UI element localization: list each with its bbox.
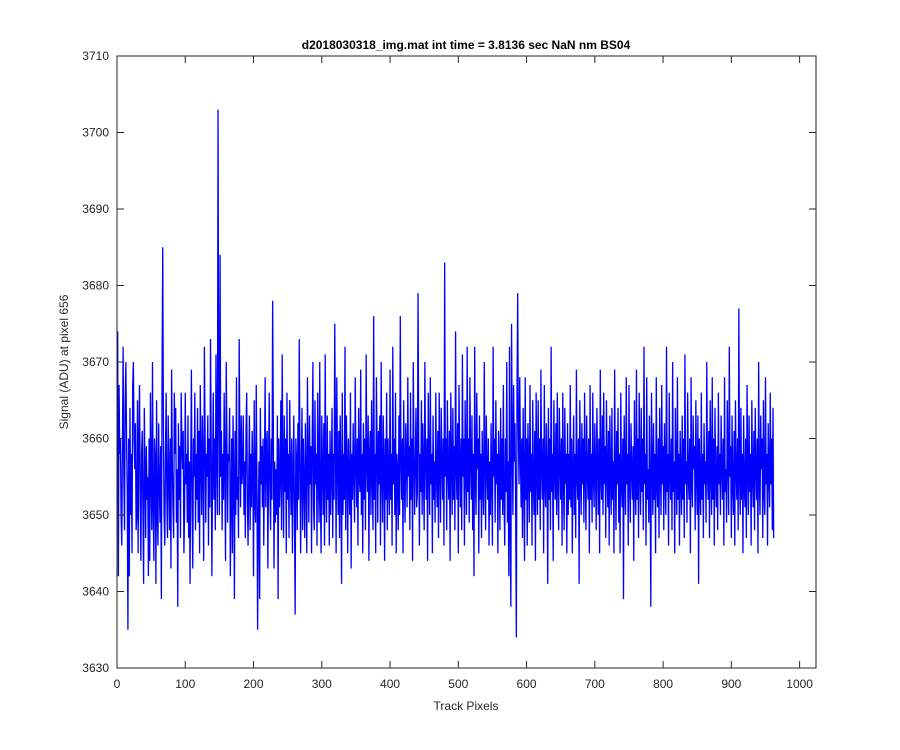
- x-axis-label: Track Pixels: [434, 699, 499, 713]
- x-tick-label: 0: [114, 677, 121, 691]
- axes-box: [116, 55, 817, 669]
- x-tick-label: 100: [175, 677, 195, 691]
- x-tick-label: 500: [448, 677, 468, 691]
- x-tick-label: 300: [312, 677, 332, 691]
- x-tick-label: 700: [585, 677, 605, 691]
- y-tick-label: 3690: [82, 202, 109, 216]
- y-tick-label: 3670: [82, 355, 109, 369]
- x-tick-label: 600: [517, 677, 537, 691]
- x-tick-label: 1000: [786, 677, 813, 691]
- x-tick-label: 200: [244, 677, 264, 691]
- chart-title: d2018030318_img.mat int time = 3.8136 se…: [302, 38, 631, 52]
- y-tick-label: 3710: [82, 49, 109, 63]
- y-tick-label: 3680: [82, 279, 109, 293]
- series-line: [117, 109, 775, 638]
- y-tick-label: 3640: [82, 585, 109, 599]
- y-tick-label: 3660: [82, 432, 109, 446]
- data-layer: [117, 109, 775, 638]
- y-axis-label: Signal (ADU) at pixel 656: [57, 294, 71, 429]
- y-tick-label: 3630: [82, 661, 109, 675]
- ticks-layer: 0 100 200 300 400 500 600 700 800 900 1000 3630 3640…: [82, 49, 816, 691]
- x-tick-label: 900: [721, 677, 741, 691]
- y-tick-label: 3650: [82, 508, 109, 522]
- x-tick-label: 400: [380, 677, 400, 691]
- y-tick-label: 3700: [82, 126, 109, 140]
- x-tick-label: 800: [653, 677, 673, 691]
